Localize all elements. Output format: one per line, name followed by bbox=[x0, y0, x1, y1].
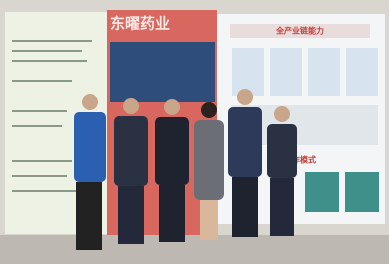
person bbox=[155, 99, 189, 242]
photo: 东曜药业 全产业链能力 合作模式 bbox=[0, 0, 389, 264]
person bbox=[74, 94, 106, 250]
floor bbox=[0, 235, 389, 264]
person bbox=[228, 89, 262, 237]
page: 东曜药业 全产业链能力 合作模式 (() => { const data = J… bbox=[0, 0, 389, 264]
heading: 全产业链能力 bbox=[275, 26, 324, 36]
person bbox=[267, 106, 297, 236]
person bbox=[114, 98, 148, 244]
brand: 东曜药业 bbox=[110, 15, 170, 33]
banner-image bbox=[110, 42, 215, 102]
